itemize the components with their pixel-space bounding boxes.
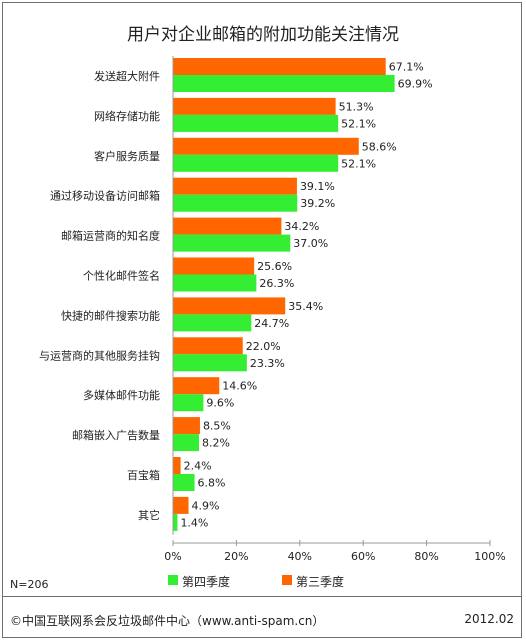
x-tick-label: 100%: [474, 550, 505, 563]
category-label: 多媒体邮件功能: [83, 388, 160, 402]
data-label: 37.0%: [293, 237, 328, 250]
bar-q4: [173, 394, 204, 412]
bar-q3: [173, 337, 243, 355]
data-label: 8.2%: [202, 437, 230, 450]
data-label: 67.1%: [389, 61, 424, 74]
bar-q4: [173, 354, 247, 372]
bar-q3: [173, 417, 200, 435]
report-date: 2012.02: [464, 612, 514, 626]
legend-swatch-q3: [282, 575, 292, 585]
sample-size-note: N=206: [10, 578, 49, 591]
bar-q4: [173, 274, 257, 292]
category-label: 百宝箱: [127, 468, 160, 482]
chart-frame: [2, 2, 522, 638]
category-label: 发送超大附件: [94, 69, 160, 83]
bar-q4: [173, 434, 199, 452]
category-label: 客户服务质量: [94, 149, 160, 163]
category-label: 邮箱嵌入广告数量: [72, 428, 160, 442]
footer-divider: [2, 596, 522, 597]
data-label: 26.3%: [259, 277, 294, 290]
x-tick-label: 80%: [414, 550, 438, 563]
bar-q4: [173, 154, 339, 172]
data-label: 1.4%: [180, 516, 208, 529]
data-label: 69.9%: [398, 78, 433, 91]
data-label: 23.3%: [250, 357, 285, 370]
bar-q3: [173, 457, 181, 474]
data-label: 58.6%: [362, 140, 397, 153]
legend-label-q4: 第四季度: [182, 575, 231, 589]
category-label: 邮箱运营商的知名度: [61, 229, 160, 243]
bar-q3: [173, 97, 336, 115]
bar-q4: [173, 513, 178, 531]
data-label: 8.5%: [203, 420, 231, 433]
bar-q4: [173, 194, 298, 212]
legend-label-q3: 第三季度: [296, 575, 345, 589]
data-label: 52.1%: [341, 157, 376, 170]
x-tick-label: 20%: [224, 550, 248, 563]
bar-chart: 发送超大附件网络存储功能客户服务质量通过移动设备访问邮箱邮箱运营商的知名度个性化…: [39, 56, 506, 563]
category-label: 通过移动设备访问邮箱: [50, 189, 160, 203]
category-label: 与运营商的其他服务挂钩: [39, 348, 160, 362]
category-label: 网络存储功能: [94, 109, 160, 123]
data-label: 22.0%: [246, 340, 281, 353]
data-label: 51.3%: [339, 100, 374, 113]
bar-q3: [173, 297, 286, 315]
bar-q3: [173, 58, 386, 75]
data-label: 39.2%: [300, 197, 335, 210]
bar-q3: [173, 257, 255, 275]
data-label: 52.1%: [341, 117, 376, 130]
category-label: 个性化邮件签名: [83, 268, 160, 282]
category-label: 快捷的邮件搜索功能: [61, 308, 160, 322]
legend-swatch-q4: [168, 575, 178, 585]
x-tick-label: 40%: [288, 550, 312, 563]
data-label: 24.7%: [254, 317, 289, 330]
chart-title: 用户对企业邮箱的附加功能关注情况: [127, 25, 399, 45]
data-label: 4.9%: [192, 499, 220, 512]
data-label: 34.2%: [284, 220, 319, 233]
data-label: 9.6%: [206, 397, 234, 410]
bar-q3: [173, 377, 220, 395]
data-label: 2.4%: [184, 460, 212, 473]
bar-q4: [173, 114, 339, 132]
source-credit: ©中国互联网系会反垃圾邮件中心（www.anti-spam.cn）: [10, 614, 325, 628]
x-tick-label: 60%: [351, 550, 375, 563]
bar-q3: [173, 177, 297, 195]
category-label: 其它: [138, 508, 160, 522]
data-label: 6.8%: [198, 477, 226, 490]
bar-q4: [173, 474, 195, 491]
bar-q4: [173, 234, 291, 252]
x-tick-label: 0%: [164, 550, 181, 563]
data-label: 14.6%: [222, 380, 257, 393]
bar-q4: [173, 75, 395, 92]
bar-q3: [173, 137, 359, 155]
data-label: 35.4%: [288, 300, 323, 313]
bar-q3: [173, 496, 189, 514]
data-label: 25.6%: [257, 260, 292, 273]
bar-q3: [173, 217, 282, 235]
bar-q4: [173, 314, 252, 332]
data-label: 39.1%: [300, 180, 335, 193]
